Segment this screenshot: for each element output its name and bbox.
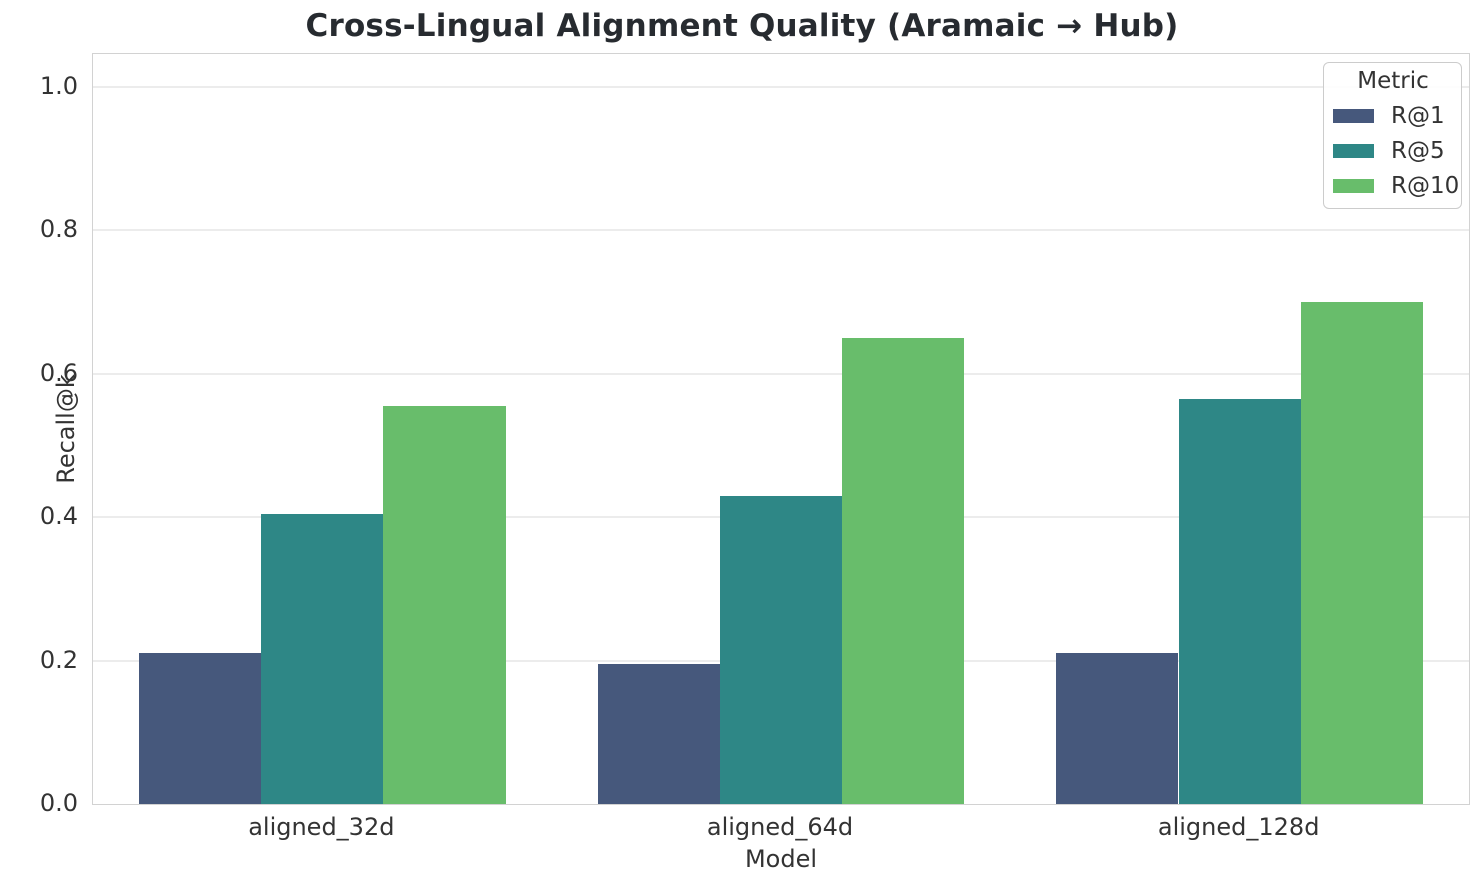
chart-title: Cross-Lingual Alignment Quality (Aramaic… bbox=[305, 8, 1179, 44]
legend-label: R@10 bbox=[1391, 173, 1460, 199]
legend-item: R@1 bbox=[1333, 103, 1453, 129]
bar-R@5-aligned_64d bbox=[719, 495, 843, 804]
legend-item: R@10 bbox=[1333, 173, 1459, 199]
x-tick-label: aligned_32d bbox=[248, 813, 395, 841]
bar-R@10-aligned_64d bbox=[842, 337, 965, 804]
legend-item: R@5 bbox=[1333, 138, 1453, 164]
legend-swatch bbox=[1333, 179, 1374, 193]
y-tick-label: 0.8 bbox=[39, 215, 78, 244]
bar-R@5-aligned_32d bbox=[261, 513, 384, 804]
x-axis-label: Model bbox=[744, 845, 818, 873]
legend-title: Metric bbox=[1357, 68, 1429, 94]
y-tick-label: 0.4 bbox=[39, 502, 78, 531]
gridline bbox=[93, 229, 1469, 232]
legend-swatch bbox=[1333, 144, 1374, 158]
legend-label: R@1 bbox=[1391, 103, 1445, 129]
bar-R@1-aligned_64d bbox=[597, 664, 720, 804]
bar-R@5-aligned_128d bbox=[1178, 398, 1301, 804]
legend-swatch bbox=[1333, 109, 1374, 123]
plot-area bbox=[92, 53, 1470, 805]
bar-R@10-aligned_128d bbox=[1300, 302, 1424, 804]
y-tick-labels: 0.0 0.2 0.4 0.6 0.8 1.0 bbox=[0, 53, 78, 817]
bar-R@1-aligned_128d bbox=[1056, 653, 1179, 804]
bar-R@10-aligned_32d bbox=[383, 406, 506, 804]
y-tick-label: 0.6 bbox=[39, 358, 78, 387]
bar-R@1-aligned_32d bbox=[138, 653, 262, 804]
legend-label: R@5 bbox=[1391, 138, 1445, 164]
y-tick-label: 0.2 bbox=[39, 645, 78, 674]
gridline bbox=[93, 372, 1469, 375]
legend-items: R@1 R@5 R@10 bbox=[1333, 103, 1459, 199]
y-tick-label: 0.0 bbox=[39, 789, 78, 817]
x-tick-label: aligned_128d bbox=[1157, 813, 1320, 841]
x-tick-labels: aligned_32d aligned_64d aligned_128d bbox=[92, 813, 1470, 843]
legend: Metric R@1 R@5 R@10 bbox=[1323, 62, 1462, 209]
y-axis-label: Recall@k bbox=[52, 374, 80, 484]
y-tick-label: 1.0 bbox=[39, 71, 78, 100]
gridline bbox=[93, 85, 1469, 88]
x-tick-label: aligned_64d bbox=[706, 813, 854, 841]
